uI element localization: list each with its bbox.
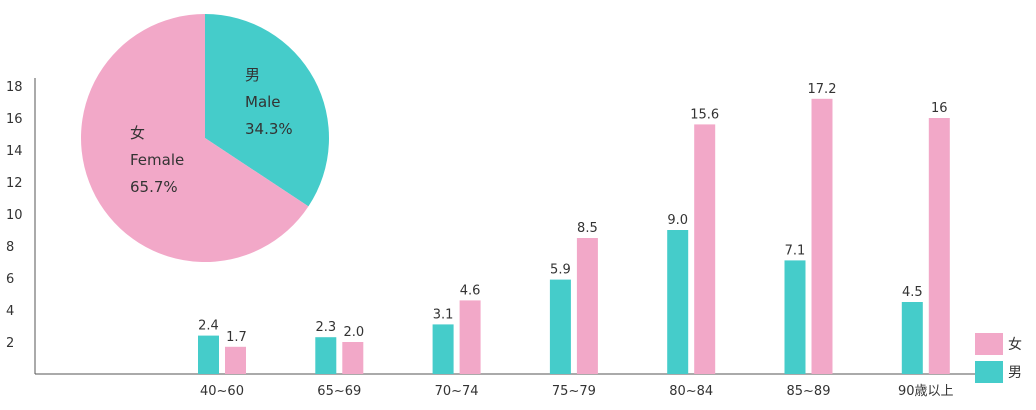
data-label-male: 9.0	[667, 213, 688, 228]
y-axis-ticks: 2 4 6 8 10 12 14 16 18	[6, 80, 23, 351]
bar-female	[928, 118, 950, 374]
data-label-male: 4.5	[902, 285, 923, 300]
bar-female	[694, 124, 716, 375]
bar-male	[198, 335, 219, 374]
y-tick-label: 12	[6, 176, 23, 191]
bar-female	[811, 98, 833, 375]
y-tick-label: 14	[6, 144, 23, 159]
pie-label-female-name-en: Female	[130, 151, 184, 169]
data-label-female: 4.6	[460, 283, 481, 298]
pie-chart: 男 Male 34.3% 女 Female 65.7%	[80, 14, 329, 262]
data-label-female: 16	[931, 101, 948, 116]
x-tick-label: 65~69	[317, 384, 361, 399]
x-tick-label: 80~84	[669, 384, 713, 399]
x-tick-label: 40~60	[200, 384, 244, 399]
x-tick-label: 75~79	[552, 384, 596, 399]
legend-label-male: 男	[1008, 365, 1022, 381]
y-tick-label: 18	[6, 80, 23, 95]
x-tick-label: 90歳以上	[898, 384, 954, 399]
pie-label-male-percent: 34.3%	[245, 120, 293, 138]
data-label-female: 1.7	[226, 330, 247, 345]
data-label-male: 3.1	[433, 307, 454, 322]
y-tick-label: 8	[6, 240, 14, 255]
data-label-male: 7.1	[785, 243, 806, 258]
pie-label-male-name: 男	[245, 66, 260, 84]
y-tick-label: 2	[6, 336, 14, 351]
y-tick-label: 16	[6, 112, 23, 127]
bar-female	[459, 300, 481, 374]
data-label-male: 2.4	[198, 319, 219, 334]
bars: 2.4 1.7 2.3 2.0 3.1 4.6 5.9 8.5 9.0 15.6 7.1 17.2 4.…	[198, 82, 950, 375]
data-label-female: 15.6	[690, 107, 719, 122]
y-tick-label: 6	[6, 272, 14, 287]
pie-label-female-name: 女	[130, 124, 145, 142]
data-label-female: 8.5	[577, 221, 598, 236]
legend-label-female: 女	[1008, 336, 1022, 353]
legend: 女 男	[975, 333, 1022, 383]
pie-label-male-name-en: Male	[245, 93, 281, 111]
bar-female	[576, 238, 598, 374]
bar-male	[315, 337, 337, 374]
x-tick-label: 70~74	[435, 384, 479, 399]
bar-female	[225, 346, 246, 374]
x-axis-ticks: 40~60 65~69 70~74 75~79 80~84 85~89 90歳以上	[200, 384, 954, 399]
y-tick-label: 4	[6, 304, 14, 319]
pie-label-female-percent: 65.7%	[130, 178, 178, 196]
pie-slice-female	[80, 14, 309, 262]
x-tick-label: 85~89	[787, 384, 831, 399]
bar-male	[432, 324, 454, 374]
legend-swatch-male	[975, 361, 1003, 383]
bar-female	[342, 342, 364, 374]
bar-male	[667, 230, 689, 374]
y-tick-label: 10	[6, 208, 23, 223]
data-label-female: 2.0	[343, 325, 364, 340]
pie-slice-male	[205, 14, 329, 207]
bar-male	[901, 302, 923, 374]
data-label-male: 5.9	[550, 263, 571, 278]
legend-swatch-female	[975, 333, 1003, 355]
bar-male	[549, 279, 571, 374]
data-label-female: 17.2	[808, 82, 837, 97]
data-label-male: 2.3	[315, 320, 336, 335]
bar-male	[784, 260, 806, 374]
